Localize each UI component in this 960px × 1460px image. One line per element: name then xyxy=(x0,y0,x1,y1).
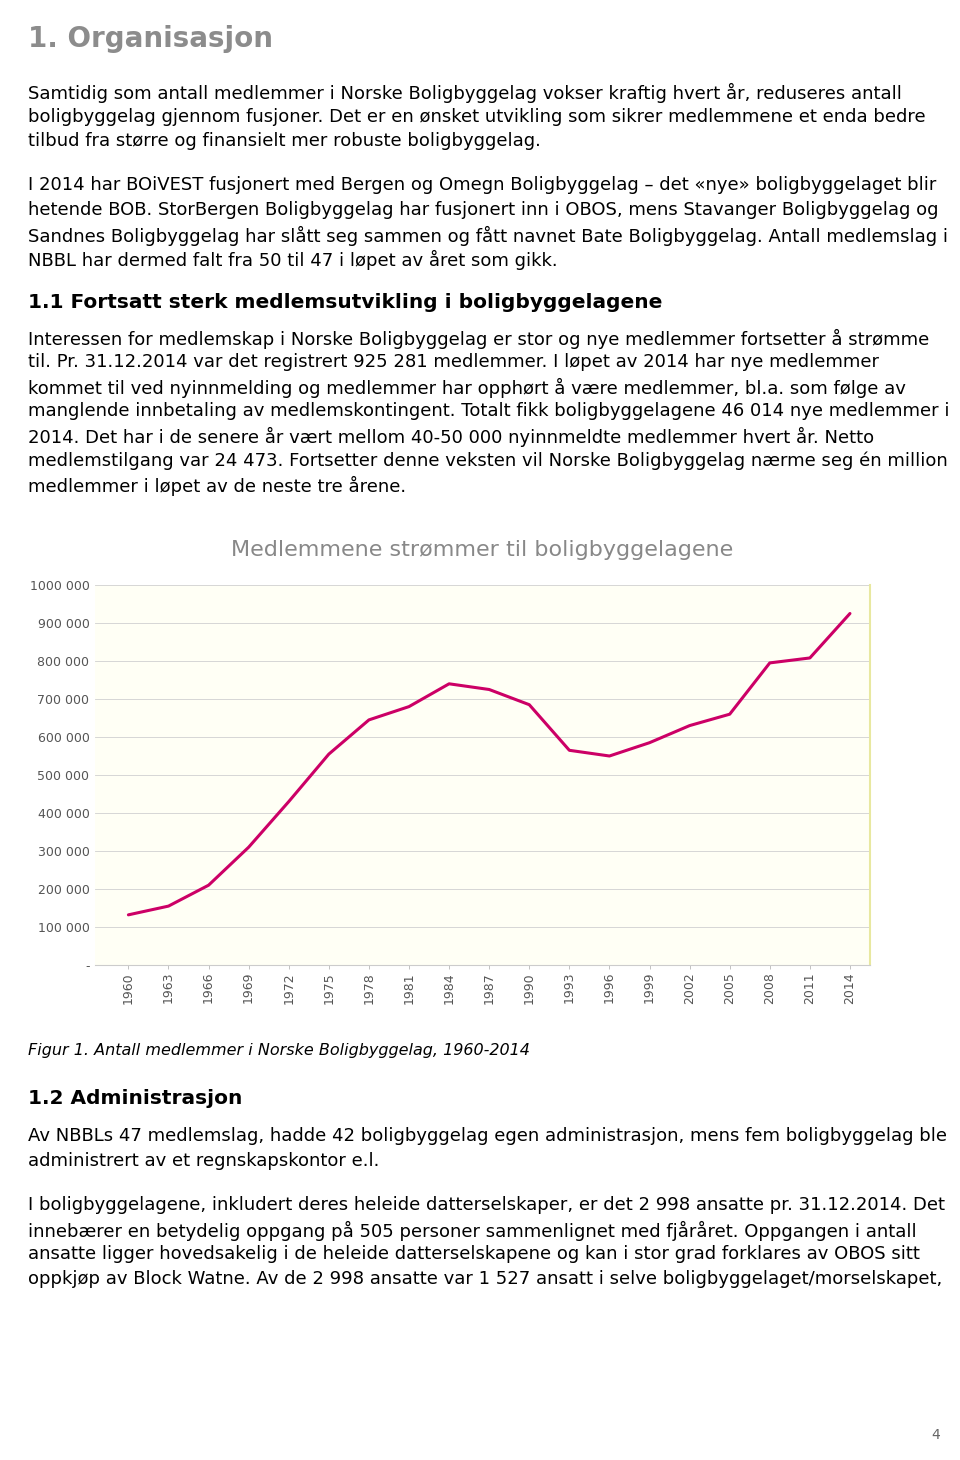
Text: Sandnes Boligbyggelag har slått seg sammen og fått navnet Bate Boligbyggelag. An: Sandnes Boligbyggelag har slått seg samm… xyxy=(28,225,948,245)
Text: 1. Organisasjon: 1. Organisasjon xyxy=(28,25,273,53)
Text: I boligbyggelagene, inkludert deres heleide datterselskaper, er det 2 998 ansatt: I boligbyggelagene, inkludert deres hele… xyxy=(28,1196,945,1215)
Text: kommet til ved nyinnmelding og medlemmer har opphørt å være medlemmer, bl.a. som: kommet til ved nyinnmelding og medlemmer… xyxy=(28,378,906,397)
Text: Figur 1. Antall medlemmer i Norske Boligbyggelag, 1960-2014: Figur 1. Antall medlemmer i Norske Bolig… xyxy=(28,1042,530,1058)
Text: Samtidig som antall medlemmer i Norske Boligbyggelag vokser kraftig hvert år, re: Samtidig som antall medlemmer i Norske B… xyxy=(28,83,901,104)
Text: NBBL har dermed falt fra 50 til 47 i løpet av året som gikk.: NBBL har dermed falt fra 50 til 47 i løp… xyxy=(28,250,558,270)
Text: innebærer en betydelig oppgang på 505 personer sammenlignet med fjåråret. Oppgan: innebærer en betydelig oppgang på 505 pe… xyxy=(28,1221,917,1241)
Text: til. Pr. 31.12.2014 var det registrert 925 281 medlemmer. I løpet av 2014 har ny: til. Pr. 31.12.2014 var det registrert 9… xyxy=(28,353,879,371)
Text: Interessen for medlemskap i Norske Boligbyggelag er stor og nye medlemmer fortse: Interessen for medlemskap i Norske Bolig… xyxy=(28,328,929,349)
Text: 1.1 Fortsatt sterk medlemsutvikling i boligbyggelagene: 1.1 Fortsatt sterk medlemsutvikling i bo… xyxy=(28,292,662,311)
Text: I 2014 har BOiVEST fusjonert med Bergen og Omegn Boligbyggelag – det «nye» bolig: I 2014 har BOiVEST fusjonert med Bergen … xyxy=(28,177,936,194)
Text: administrert av et regnskapskontor e.l.: administrert av et regnskapskontor e.l. xyxy=(28,1152,379,1169)
Text: boligbyggelag gjennom fusjoner. Det er en ønsket utvikling som sikrer medlemmene: boligbyggelag gjennom fusjoner. Det er e… xyxy=(28,108,925,126)
Text: oppkjøp av Block Watne. Av de 2 998 ansatte var 1 527 ansatt i selve boligbyggel: oppkjøp av Block Watne. Av de 2 998 ansa… xyxy=(28,1270,943,1288)
Text: Av NBBLs 47 medlemslag, hadde 42 boligbyggelag egen administrasjon, mens fem bol: Av NBBLs 47 medlemslag, hadde 42 boligby… xyxy=(28,1127,947,1145)
Text: 1.2 Administrasjon: 1.2 Administrasjon xyxy=(28,1089,242,1108)
Text: 2014. Det har i de senere år vært mellom 40-50 000 nyinnmeldte medlemmer hvert å: 2014. Det har i de senere år vært mellom… xyxy=(28,426,875,447)
Text: medlemmer i løpet av de neste tre årene.: medlemmer i løpet av de neste tre årene. xyxy=(28,476,406,495)
Text: manglende innbetaling av medlemskontingent. Totalt fikk boligbyggelagene 46 014 : manglende innbetaling av medlemskontinge… xyxy=(28,402,949,420)
Text: 4: 4 xyxy=(931,1428,940,1442)
Text: medlemstilgang var 24 473. Fortsetter denne veksten vil Norske Boligbyggelag nær: medlemstilgang var 24 473. Fortsetter de… xyxy=(28,451,948,470)
Text: ansatte ligger hovedsakelig i de heleide datterselskapene og kan i stor grad for: ansatte ligger hovedsakelig i de heleide… xyxy=(28,1245,920,1263)
Text: hetende BOB. StorBergen Boligbyggelag har fusjonert inn i OBOS, mens Stavanger B: hetende BOB. StorBergen Boligbyggelag ha… xyxy=(28,201,939,219)
Text: Medlemmene strømmer til boligbyggelagene: Medlemmene strømmer til boligbyggelagene xyxy=(231,540,733,561)
Text: tilbud fra større og finansielt mer robuste boligbyggelag.: tilbud fra større og finansielt mer robu… xyxy=(28,131,540,150)
